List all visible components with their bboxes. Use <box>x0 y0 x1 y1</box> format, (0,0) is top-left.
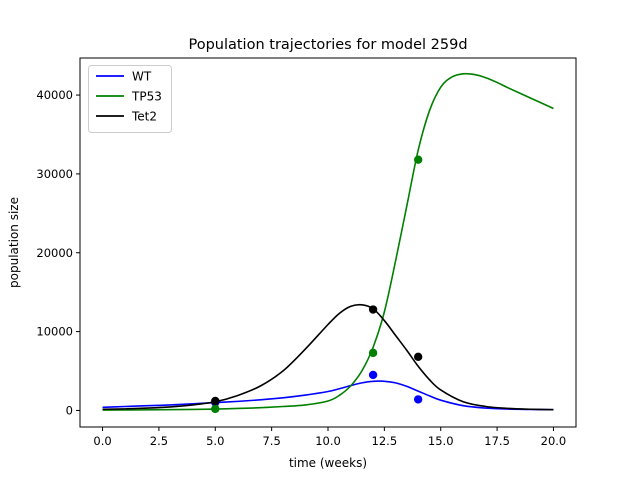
x-axis-label: time (weeks) <box>289 456 367 470</box>
x-tick-label: 20.0 <box>541 434 567 448</box>
legend-label: TP53 <box>131 90 162 104</box>
x-tick-label: 15.0 <box>428 434 454 448</box>
data-point-wt <box>413 395 423 404</box>
y-axis: 0 10000 20000 30000 40000 <box>36 88 80 417</box>
data-point-tet2 <box>413 352 423 362</box>
y-tick-label: 10000 <box>36 325 73 339</box>
series-line-wt <box>102 380 554 411</box>
data-point-tp53 <box>413 155 423 164</box>
data-point-tp53 <box>211 404 220 414</box>
x-tick-label: 10.0 <box>315 434 341 448</box>
x-tick-label: 2.5 <box>150 434 168 448</box>
data-point-tp53 <box>368 348 378 358</box>
x-tick-label: 5.0 <box>206 434 224 448</box>
legend-label: Tet2 <box>131 110 157 124</box>
x-tick-label: 12.5 <box>372 434 398 448</box>
data-point-wt <box>368 370 378 380</box>
x-tick-label: 17.5 <box>484 434 510 448</box>
data-point-tet2 <box>368 305 378 314</box>
data-point-tet2 <box>211 396 220 406</box>
x-axis: 0.0 2.5 5.0 7.5 10.0 12.5 15.0 17.5 20.0 <box>93 427 566 448</box>
chart-title: Population trajectories for model 259d <box>188 37 467 53</box>
series-line-tet2 <box>102 303 554 411</box>
y-tick-label: 20000 <box>36 246 73 260</box>
x-tick-label: 7.5 <box>262 434 280 448</box>
y-tick-label: 40000 <box>36 88 73 102</box>
series-layer <box>102 72 554 414</box>
legend-label: WT <box>132 70 152 84</box>
series-line-tp53 <box>102 72 554 411</box>
y-axis-label: population size <box>7 197 21 288</box>
x-tick-label: 0.0 <box>93 434 111 448</box>
y-tick-label: 0 <box>66 403 73 417</box>
y-tick-label: 30000 <box>36 167 73 181</box>
legend: WT TP53 Tet2 <box>88 65 172 133</box>
